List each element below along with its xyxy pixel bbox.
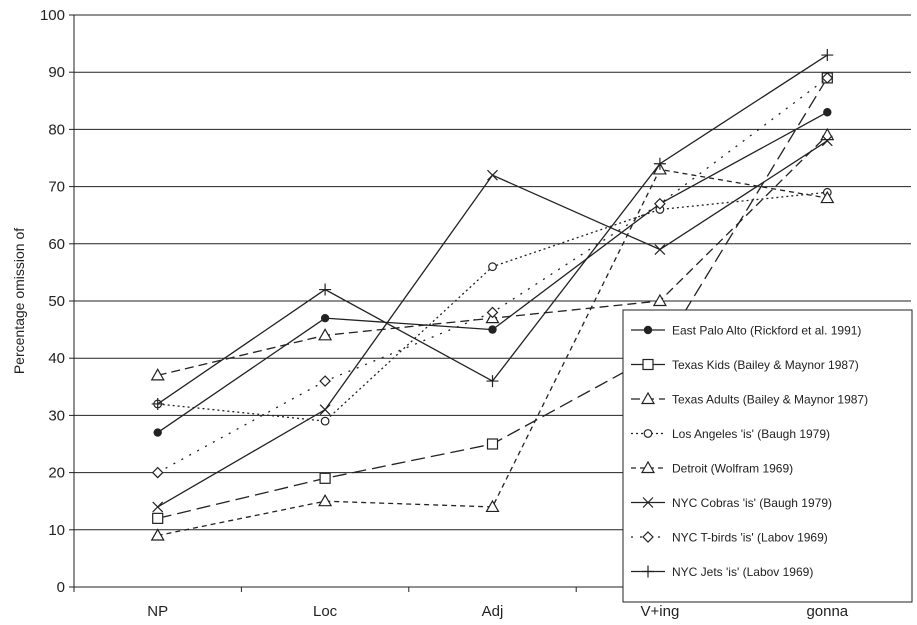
series-1-point-5 [823,108,832,117]
legend-entry-6: NYC Cobras 'is' (Baugh 1979) [631,496,832,510]
series-8-point-5 [821,49,834,62]
series-4-point-3 [488,262,497,272]
series-5-point-2 [318,493,333,507]
series-2-point-3 [486,438,499,450]
series-7-point-1 [151,466,164,479]
series-lines [150,49,835,541]
series-6-point-3 [487,169,498,181]
legend-label-6: NYC Cobras 'is' (Baugh 1979) [672,496,832,510]
legend-entry-3: Texas Adults (Bailey & Maynor 1987) [631,391,868,407]
series-8-point-4 [653,157,666,170]
legend-label-2: Texas Kids (Bailey & Maynor 1987) [672,358,859,372]
series-8-point-3 [486,375,499,388]
x-tick-label-adj: Adj [482,603,504,620]
legend-label-4: Los Angeles 'is' (Baugh 1979) [672,427,830,441]
y-tick-label-80: 80 [48,121,65,138]
legend-marker-3 [640,391,656,405]
y-tick-label-70: 70 [48,179,65,196]
x-tick-label-np: NP [147,603,168,620]
x-tick-label-v-ing: V+ing [641,603,680,620]
series-1-point-3 [488,325,497,334]
series-1-point-1 [153,428,162,437]
x-axis-ticks: NP Loc Adj V+ing gonna [73,587,912,620]
series-7-point-4 [654,197,666,210]
series-6 [152,135,833,513]
legend-label-3: Texas Adults (Bailey & Maynor 1987) [672,393,868,407]
series-6-point-5 [821,135,833,147]
y-tick-label-0: 0 [57,579,65,596]
series-8-point-1 [151,397,164,410]
series-1 [153,108,832,437]
y-axis-ticks: 0 10 20 30 40 50 60 70 80 90 100 [40,7,74,596]
y-tick-label-20: 20 [48,465,65,482]
y-tick-label-60: 60 [48,236,65,253]
legend-entry-4: Los Angeles 'is' (Baugh 1979) [631,427,830,441]
gridlines [74,14,911,531]
legend-entry-7: NYC T-birds 'is' (Labov 1969) [631,531,828,545]
y-axis-label: Percentage omission of [11,228,27,374]
x-tick-label-gonna: gonna [806,603,848,620]
series-5-point-5 [820,190,835,204]
legend-label-5: Detroit (Wolfram 1969) [672,462,793,476]
legend-box [622,309,913,603]
legend-entry-1: East Palo Alto (Rickford et al. 1991) [631,324,861,338]
y-tick-label-40: 40 [48,350,65,367]
x-tick-label-loc: Loc [313,603,338,620]
series-3-point-5 [820,127,835,141]
legend-label-7: NYC T-birds 'is' (Labov 1969) [672,531,828,545]
series-7-point-2 [319,375,331,387]
legend-entry-2: Texas Kids (Bailey & Maynor 1987) [631,358,859,372]
legend-marker-4 [643,429,653,438]
series-3-point-4 [652,293,667,307]
y-tick-label-10: 10 [48,522,65,539]
legend-entry-5: Detroit (Wolfram 1969) [631,460,793,476]
legend-marker-1 [643,325,653,335]
series-5-point-1 [150,528,165,541]
legend-label-8: NYC Jets 'is' (Labov 1969) [672,565,813,579]
y-tick-label-30: 30 [48,407,65,424]
series-7-line [157,77,828,474]
series-4-point-2 [320,416,330,426]
series-5-point-3 [485,499,500,513]
series-7-point-5 [821,72,834,84]
series-3-point-2 [318,328,333,341]
series-8-point-2 [319,283,332,296]
series-6-point-2 [319,404,331,416]
series-7-point-3 [486,306,499,319]
legend-marker-5 [640,460,656,474]
series-6-point-4 [654,244,666,255]
series-3-point-1 [150,368,165,381]
series-8 [151,49,834,410]
y-tick-label-100: 100 [40,7,65,24]
legend-marker-8 [642,565,654,578]
legend-label-1: East Palo Alto (Rickford et al. 1991) [672,324,861,338]
legend: East Palo Alto (Rickford et al. 1991) Tex… [622,309,913,603]
legend-marker-7 [642,531,654,543]
legend-entry-8: NYC Jets 'is' (Labov 1969) [631,565,813,579]
series-7 [151,72,834,479]
series-6-point-1 [152,501,164,513]
legend-marker-6 [642,497,654,508]
series-2-point-1 [152,512,164,524]
legend-marker-2 [642,358,654,371]
y-tick-label-50: 50 [48,293,65,310]
y-tick-label-90: 90 [48,64,65,81]
series-1-point-2 [320,313,330,323]
series-2-point-2 [319,472,331,484]
